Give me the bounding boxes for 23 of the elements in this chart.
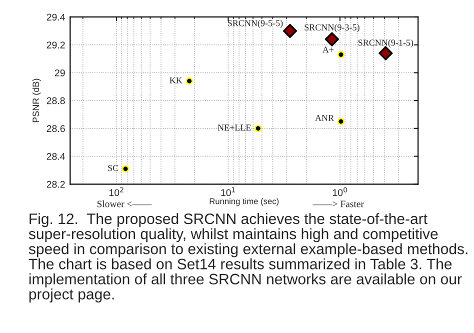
annotation: SC (108, 165, 118, 172)
text: ——> Faster (312, 200, 364, 208)
y-tick-label: 28.2 (46, 180, 65, 188)
annotation: SRCNN(9-3-5) (304, 24, 360, 32)
y-tick-label: 28.8 (46, 97, 65, 104)
annotation: SRCNN(9-5-5) (228, 20, 283, 28)
y-tick-label: 28.4 (46, 153, 66, 160)
x-tick-label: 10$^{2}$ (109, 187, 124, 196)
y-axis-title: PSNR (dB) (32, 78, 41, 122)
y-tick-label: 28.6 (46, 125, 65, 132)
x-tick-label: 10$^{1}$ (221, 187, 236, 196)
annotation: SRCNN(9-1-5) (358, 39, 414, 48)
y-tick-label: 29 (54, 69, 65, 76)
x-tick-label: 10$^{0}$ (332, 187, 347, 196)
annotation: ANR (315, 114, 334, 121)
text: Slower <—— (97, 200, 152, 208)
annotation: KK (170, 77, 182, 84)
caption: Fig. 12. The proposed SRCNN achieves the state-of-the-art super-resolution quality, whilst maintains high and competitive speed in comparison to existing external example-based methods. The chart is based on Set14 results summarized in Table 3. The implementation of all three SRCNN networks are available on our project page. (28, 213, 468, 302)
y-tick-label: 29.2 (46, 42, 65, 48)
x-axis-title: Running time (sec) (210, 198, 279, 206)
y-tick-label: 29.4 (46, 14, 66, 21)
annotation: A+ (322, 46, 334, 53)
annotation: NE+LLE (218, 124, 251, 131)
